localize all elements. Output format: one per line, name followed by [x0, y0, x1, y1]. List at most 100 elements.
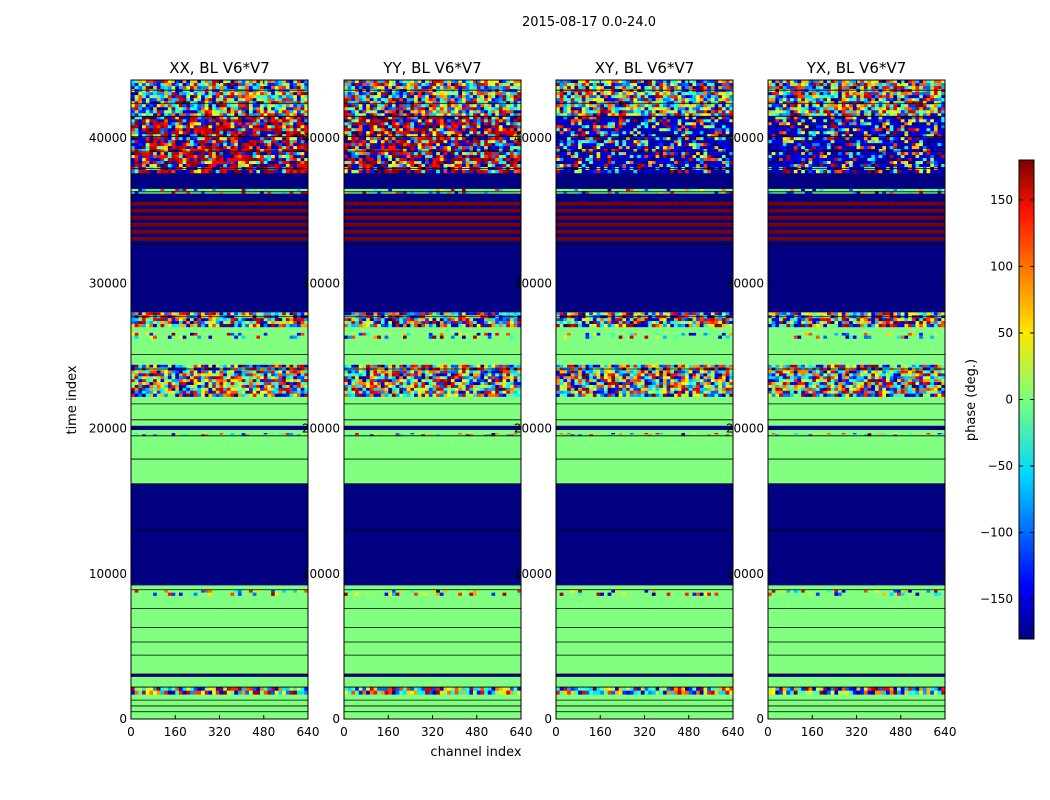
- data-cell: [358, 690, 363, 695]
- data-cell: [171, 687, 176, 691]
- data-cell: [296, 589, 301, 593]
- data-cell: [417, 143, 422, 147]
- data-cell: [226, 376, 231, 380]
- data-cell: [403, 589, 407, 593]
- data-cell: [417, 434, 422, 437]
- data-cell: [271, 140, 276, 144]
- data-cell: [296, 376, 301, 380]
- data-cell: [178, 323, 183, 328]
- data-cell: [285, 125, 290, 129]
- data-cell: [134, 86, 139, 90]
- data-cell: [134, 332, 139, 336]
- data-cell: [208, 592, 213, 596]
- data-cell: [223, 589, 228, 593]
- data-cell: [212, 86, 217, 90]
- data-cell: [509, 134, 514, 138]
- data-cell: [160, 140, 165, 144]
- data-cell: [212, 95, 217, 99]
- data-cell: [208, 122, 213, 126]
- data-cell: [193, 393, 198, 397]
- data-cell: [351, 169, 356, 174]
- data-band: [131, 219, 308, 224]
- data-cell: [271, 107, 276, 111]
- data-cell: [384, 146, 389, 150]
- data-cell: [178, 312, 183, 316]
- data-cell: [439, 137, 444, 141]
- data-cell: [473, 379, 478, 383]
- data-cell: [391, 379, 396, 383]
- data-cell: [164, 387, 169, 392]
- data-cell: [410, 158, 415, 162]
- data-cell: [193, 364, 198, 368]
- data-cell: [358, 149, 363, 153]
- data-cell: [145, 125, 150, 129]
- data-cell: [414, 146, 419, 150]
- data-cell: [421, 312, 426, 316]
- data-cell: [491, 376, 496, 380]
- data-cell: [465, 122, 470, 126]
- data-cell: [226, 152, 231, 156]
- data-cell: [406, 318, 411, 322]
- data-cell: [226, 434, 231, 437]
- data-cell: [138, 592, 143, 596]
- data-cell: [164, 323, 169, 328]
- data-cell: [171, 432, 176, 435]
- data-cell: [186, 125, 191, 129]
- data-cell: [190, 188, 194, 192]
- data-cell: [373, 164, 378, 168]
- data-cell: [469, 149, 474, 153]
- data-cell: [421, 373, 426, 377]
- data-cell: [204, 143, 209, 147]
- data-cell: [300, 191, 305, 194]
- data-cell: [495, 376, 500, 380]
- data-cell: [145, 149, 150, 153]
- data-cell: [410, 134, 415, 138]
- data-cell: [432, 312, 437, 316]
- data-cell: [384, 119, 389, 123]
- data-cell: [491, 140, 496, 144]
- data-cell: [289, 86, 294, 90]
- data-cell: [193, 690, 198, 695]
- data-cell: [304, 161, 308, 165]
- data-cell: [160, 152, 165, 156]
- data-cell: [267, 98, 272, 102]
- data-cell: [421, 149, 426, 153]
- data-cell: [293, 146, 298, 150]
- data-cell: [138, 140, 143, 144]
- data-cell: [134, 143, 139, 147]
- data-cell: [450, 116, 455, 120]
- data-cell: [369, 155, 374, 159]
- data-cell: [226, 107, 231, 111]
- data-cell: [366, 373, 371, 377]
- data-cell: [369, 323, 374, 328]
- data-cell: [134, 382, 139, 386]
- data-cell: [358, 592, 363, 596]
- data-cell: [186, 134, 191, 138]
- data-cell: [182, 191, 187, 194]
- data-cell: [156, 384, 161, 389]
- data-cell: [260, 376, 265, 380]
- data-cell: [304, 164, 308, 168]
- data-cell: [171, 321, 176, 325]
- data-cell: [369, 687, 374, 691]
- data-cell: [153, 376, 158, 380]
- data-cell: [487, 134, 492, 138]
- data-cell: [282, 119, 287, 123]
- data-cell: [197, 143, 202, 147]
- data-cell: [186, 80, 191, 84]
- data-cell: [428, 323, 433, 328]
- data-cell: [373, 335, 378, 339]
- data-cell: [267, 382, 272, 386]
- data-cell: [476, 152, 481, 156]
- data-cell: [245, 321, 250, 325]
- data-cell: [186, 116, 191, 120]
- data-cell: [417, 122, 422, 126]
- data-cell: [458, 370, 463, 374]
- data-cell: [234, 390, 239, 394]
- data-cell: [260, 86, 265, 90]
- data-cell: [366, 312, 371, 316]
- data-cell: [473, 152, 478, 156]
- data-cell: [197, 128, 202, 132]
- data-cell: [260, 382, 265, 386]
- data-cell: [462, 125, 466, 129]
